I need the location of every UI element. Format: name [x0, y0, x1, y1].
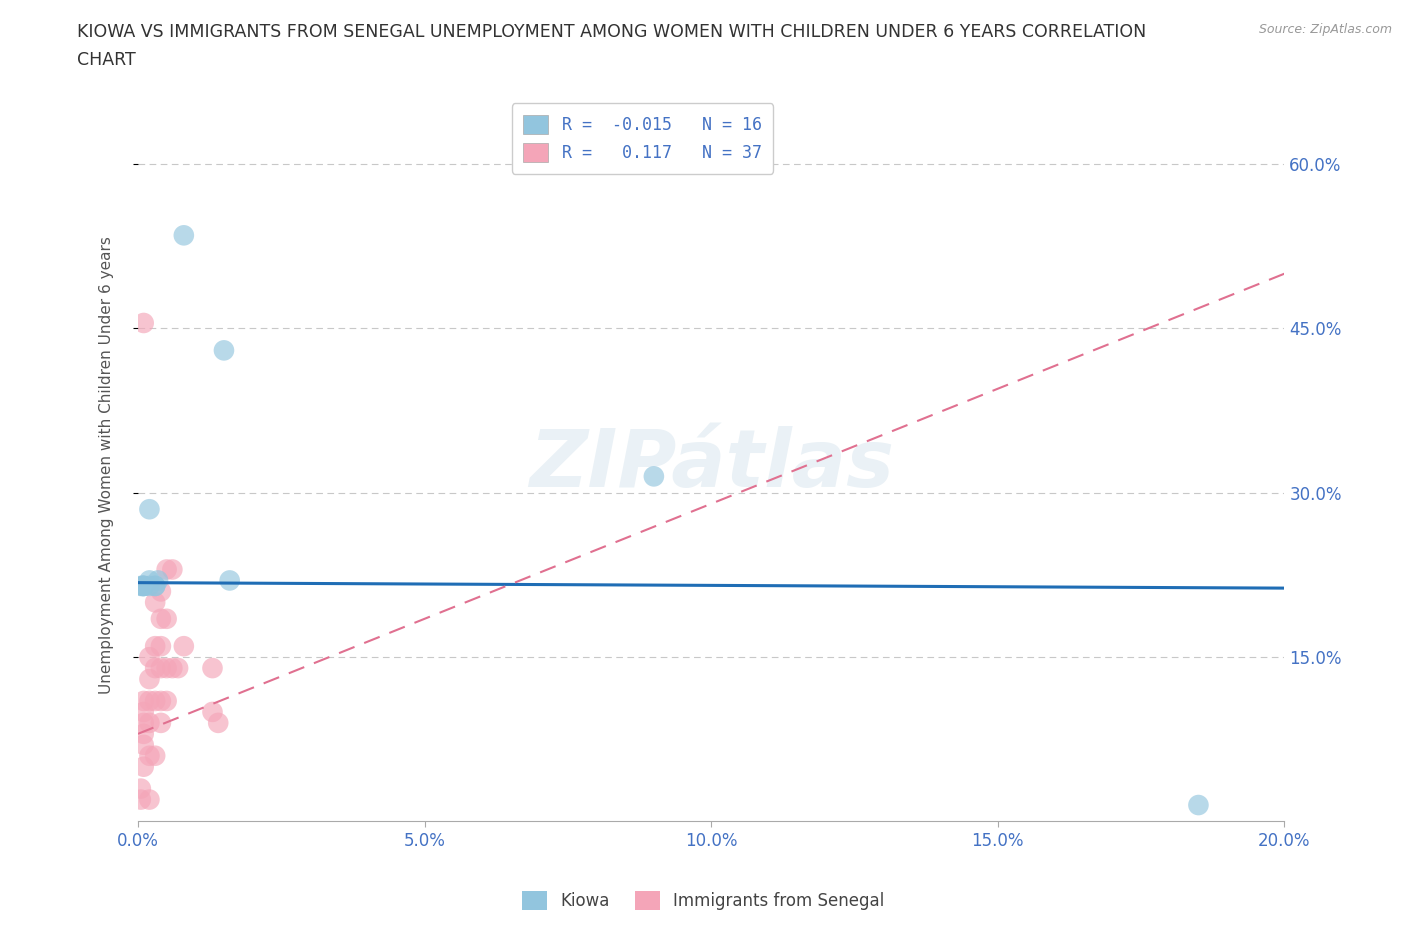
- Point: [146, 573, 169, 588]
- Point: [149, 694, 172, 709]
- Point: [143, 694, 166, 709]
- Point: [138, 715, 160, 730]
- Point: [143, 749, 166, 764]
- Point: [143, 660, 166, 675]
- Point: [156, 562, 179, 577]
- Point: [132, 578, 155, 593]
- Point: [149, 611, 172, 626]
- Point: [131, 578, 153, 593]
- Point: [138, 694, 160, 709]
- Point: [162, 562, 184, 577]
- Point: [132, 705, 155, 720]
- Point: [156, 694, 179, 709]
- Point: [149, 639, 172, 654]
- Point: [132, 315, 155, 330]
- Point: [162, 660, 184, 675]
- Point: [643, 469, 665, 484]
- Text: Source: ZipAtlas.com: Source: ZipAtlas.com: [1258, 23, 1392, 36]
- Point: [143, 578, 166, 593]
- Point: [1187, 798, 1209, 813]
- Point: [143, 578, 166, 593]
- Point: [132, 726, 155, 741]
- Point: [138, 749, 160, 764]
- Point: [201, 660, 224, 675]
- Point: [212, 343, 235, 358]
- Point: [129, 578, 152, 593]
- Point: [132, 737, 155, 752]
- Point: [149, 584, 172, 599]
- Point: [167, 660, 190, 675]
- Point: [173, 228, 195, 243]
- Point: [143, 595, 166, 610]
- Legend: Kiowa, Immigrants from Senegal: Kiowa, Immigrants from Senegal: [515, 884, 891, 917]
- Point: [132, 578, 155, 593]
- Point: [138, 792, 160, 807]
- Point: [138, 573, 160, 588]
- Point: [138, 650, 160, 665]
- Text: CHART: CHART: [77, 51, 136, 69]
- Point: [132, 694, 155, 709]
- Point: [149, 715, 172, 730]
- Legend: R =  -0.015   N = 16, R =   0.117   N = 37: R = -0.015 N = 16, R = 0.117 N = 37: [512, 103, 773, 174]
- Point: [138, 502, 160, 517]
- Point: [218, 573, 240, 588]
- Point: [156, 660, 179, 675]
- Point: [138, 671, 160, 686]
- Point: [129, 792, 152, 807]
- Point: [207, 715, 229, 730]
- Point: [156, 611, 179, 626]
- Point: [132, 578, 155, 593]
- Point: [132, 759, 155, 774]
- Point: [149, 660, 172, 675]
- Point: [201, 705, 224, 720]
- Point: [132, 715, 155, 730]
- Y-axis label: Unemployment Among Women with Children Under 6 years: Unemployment Among Women with Children U…: [100, 236, 114, 695]
- Point: [173, 639, 195, 654]
- Text: ZIPátlas: ZIPátlas: [529, 427, 894, 504]
- Point: [143, 639, 166, 654]
- Text: KIOWA VS IMMIGRANTS FROM SENEGAL UNEMPLOYMENT AMONG WOMEN WITH CHILDREN UNDER 6 : KIOWA VS IMMIGRANTS FROM SENEGAL UNEMPLO…: [77, 23, 1146, 41]
- Point: [138, 578, 160, 593]
- Point: [129, 781, 152, 796]
